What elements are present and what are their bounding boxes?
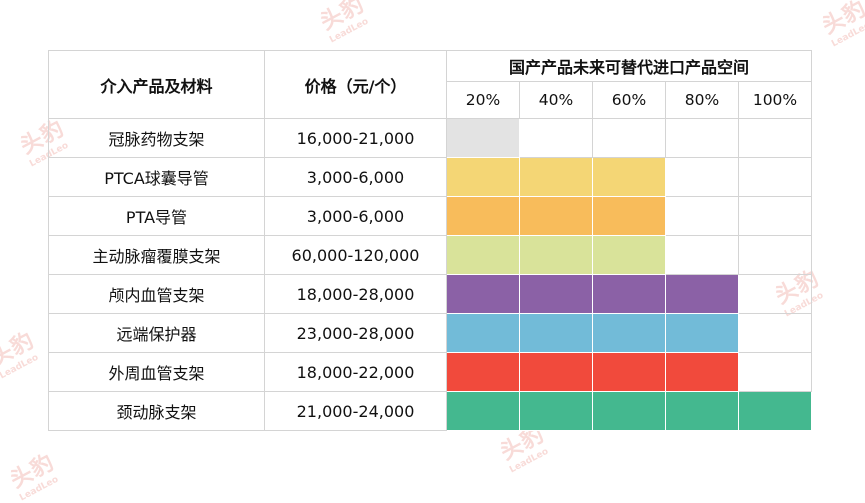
table-row: 颈动脉支架 21,000-24,000 xyxy=(48,391,812,431)
table-row: 远端保护器 23,000-28,000 xyxy=(48,313,812,353)
table-row: PTCA球囊导管 3,000-6,000 xyxy=(48,157,812,197)
substitution-bar-segment xyxy=(446,118,520,158)
product-name: 冠脉药物支架 xyxy=(48,118,265,158)
substitution-bar-segment xyxy=(446,157,520,197)
substitution-bar-segment xyxy=(519,313,593,353)
empty-cell xyxy=(665,235,739,275)
product-price: 60,000-120,000 xyxy=(264,235,447,275)
product-name: 主动脉瘤覆膜支架 xyxy=(48,235,265,275)
product-name: PTA导管 xyxy=(48,196,265,236)
substitution-bar-segment xyxy=(665,391,739,431)
level-header: 40% xyxy=(519,81,593,119)
product-price: 3,000-6,000 xyxy=(264,157,447,197)
substitution-bar-segment xyxy=(592,235,666,275)
substitution-bar-segment xyxy=(519,352,593,392)
empty-cell xyxy=(665,157,739,197)
substitution-bar-segment xyxy=(446,313,520,353)
empty-cell xyxy=(665,196,739,236)
substitution-bar-segment xyxy=(592,157,666,197)
substitution-bar-segment xyxy=(519,157,593,197)
substitution-bar-segment xyxy=(446,352,520,392)
empty-cell xyxy=(738,118,812,158)
space-column-header: 国产产品未来可替代进口产品空间 xyxy=(446,50,812,82)
table-row: 冠脉药物支架 16,000-21,000 xyxy=(48,118,812,158)
product-column-header: 介入产品及材料 xyxy=(48,50,265,119)
empty-cell xyxy=(738,352,812,392)
product-price: 3,000-6,000 xyxy=(264,196,447,236)
substitution-table: 介入产品及材料 价格（元/个） 国产产品未来可替代进口产品空间 20% 40% 60… xyxy=(48,50,812,431)
substitution-bar-segment xyxy=(665,352,739,392)
substitution-bar-segment xyxy=(665,274,739,314)
product-price: 16,000-21,000 xyxy=(264,118,447,158)
substitution-bar-segment xyxy=(665,313,739,353)
empty-cell xyxy=(738,274,812,314)
substitution-bar-segment xyxy=(592,352,666,392)
product-name: 外周血管支架 xyxy=(48,352,265,392)
level-header: 80% xyxy=(665,81,739,119)
empty-cell xyxy=(738,196,812,236)
substitution-bar-segment xyxy=(519,391,593,431)
product-price: 21,000-24,000 xyxy=(264,391,447,431)
substitution-bar-segment xyxy=(592,274,666,314)
level-header: 100% xyxy=(738,81,812,119)
table-row: 主动脉瘤覆膜支架 60,000-120,000 xyxy=(48,235,812,275)
empty-cell xyxy=(738,313,812,353)
level-header: 60% xyxy=(592,81,666,119)
level-header: 20% xyxy=(446,81,520,119)
substitution-bar-segment xyxy=(738,391,812,431)
empty-cell xyxy=(519,118,593,158)
product-name: 颈动脉支架 xyxy=(48,391,265,431)
empty-cell xyxy=(738,235,812,275)
empty-cell xyxy=(592,118,666,158)
empty-cell xyxy=(738,157,812,197)
substitution-bar-segment xyxy=(446,235,520,275)
empty-cell xyxy=(665,118,739,158)
product-price: 18,000-22,000 xyxy=(264,352,447,392)
table-row: 颅内血管支架 18,000-28,000 xyxy=(48,274,812,314)
substitution-bar-segment xyxy=(592,391,666,431)
substitution-bar-segment xyxy=(446,391,520,431)
product-price: 18,000-28,000 xyxy=(264,274,447,314)
product-name: PTCA球囊导管 xyxy=(48,157,265,197)
product-name: 颅内血管支架 xyxy=(48,274,265,314)
substitution-bar-segment xyxy=(592,313,666,353)
table-row: 外周血管支架 18,000-22,000 xyxy=(48,352,812,392)
substitution-bar-segment xyxy=(519,196,593,236)
substitution-bar-segment xyxy=(446,274,520,314)
substitution-bar-segment xyxy=(519,274,593,314)
substitution-bar-segment xyxy=(519,235,593,275)
substitution-bar-segment xyxy=(592,196,666,236)
product-price: 23,000-28,000 xyxy=(264,313,447,353)
price-column-header: 价格（元/个） xyxy=(264,50,447,119)
substitution-bar-segment xyxy=(446,196,520,236)
product-name: 远端保护器 xyxy=(48,313,265,353)
table-row: PTA导管 3,000-6,000 xyxy=(48,196,812,236)
